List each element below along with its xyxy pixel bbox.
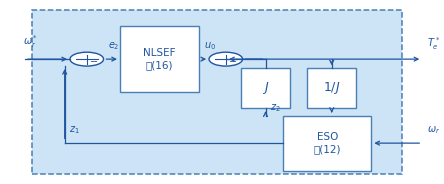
FancyBboxPatch shape (307, 68, 356, 108)
Text: $z_1$: $z_1$ (69, 124, 80, 136)
Text: $T_e^*$: $T_e^*$ (427, 35, 440, 52)
Text: $z_2$: $z_2$ (270, 102, 281, 114)
FancyBboxPatch shape (120, 26, 199, 92)
Circle shape (70, 52, 103, 66)
Text: NLSEF
式(16): NLSEF 式(16) (143, 48, 176, 70)
Text: $\omega_r^*$: $\omega_r^*$ (23, 33, 38, 50)
Text: $-$: $-$ (89, 55, 98, 65)
Text: $-$: $-$ (228, 55, 237, 65)
Text: $1/J$: $1/J$ (323, 80, 341, 96)
Text: $u_0$: $u_0$ (204, 40, 216, 52)
FancyBboxPatch shape (283, 116, 372, 171)
FancyBboxPatch shape (241, 68, 290, 108)
Text: $e_2$: $e_2$ (108, 40, 119, 52)
Circle shape (209, 52, 242, 66)
Text: $J$: $J$ (262, 80, 269, 96)
Text: ESO
式(12): ESO 式(12) (313, 132, 341, 154)
Text: $\omega_r$: $\omega_r$ (427, 124, 440, 136)
FancyBboxPatch shape (32, 10, 402, 174)
